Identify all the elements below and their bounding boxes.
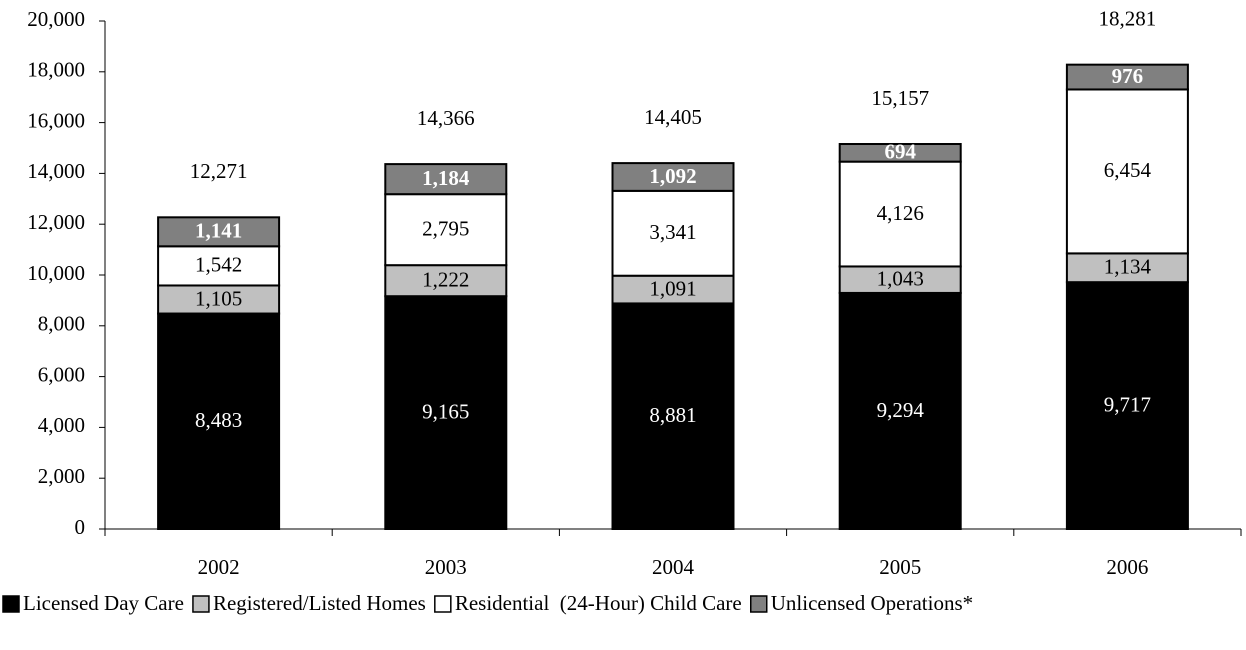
legend-label: Licensed Day Care	[23, 591, 184, 615]
value-label: 8,881	[649, 403, 696, 427]
value-label: 694	[884, 140, 916, 164]
legend-label: Unlicensed Operations*	[771, 591, 973, 615]
y-tick-label: 8,000	[38, 312, 85, 336]
bar-segment	[838, 291, 962, 530]
value-label: 1,092	[649, 164, 696, 188]
value-label: 4,126	[877, 201, 924, 225]
value-label: 1,222	[422, 268, 469, 292]
bar-segment	[1065, 281, 1189, 530]
y-tick-label: 2,000	[38, 464, 85, 488]
total-label: 18,281	[1099, 6, 1157, 30]
legend-swatch	[750, 595, 768, 613]
value-label: 9,165	[422, 399, 469, 423]
bar-segment	[838, 160, 962, 268]
bar-segment	[611, 162, 735, 192]
total-label: 14,405	[644, 105, 702, 129]
value-label: 2,795	[422, 216, 469, 240]
legend-label: Registered/Listed Homes	[213, 591, 426, 615]
value-label: 1,542	[195, 253, 242, 277]
bar-segment	[157, 284, 281, 315]
total-label: 15,157	[871, 86, 929, 110]
bar-segment	[157, 216, 281, 248]
y-tick-label: 16,000	[27, 108, 85, 132]
value-label: 1,091	[649, 276, 696, 300]
value-label: 1,141	[195, 219, 242, 243]
y-tick-label: 20,000	[27, 7, 85, 31]
y-tick-label: 4,000	[38, 413, 85, 437]
y-tick-label: 6,000	[38, 362, 85, 386]
bar-segment	[384, 295, 508, 531]
x-tick-label: 2003	[425, 555, 467, 579]
legend-swatch	[192, 595, 210, 613]
legend-swatch	[2, 595, 20, 613]
y-tick-label: 14,000	[27, 159, 85, 183]
legend-label: Residential (24-Hour) Child Care	[455, 591, 742, 615]
bar-segment	[1065, 88, 1189, 255]
x-tick-label: 2006	[1106, 555, 1148, 579]
total-label: 12,271	[190, 159, 248, 183]
y-tick-label: 12,000	[27, 210, 85, 234]
bar-segment	[1065, 63, 1189, 91]
value-label: 1,105	[195, 286, 242, 310]
value-label: 9,294	[877, 398, 925, 422]
x-tick-label: 2002	[198, 555, 240, 579]
value-label: 1,134	[1104, 255, 1152, 279]
total-label: 14,366	[417, 106, 475, 130]
x-tick-label: 2004	[652, 555, 695, 579]
bar-segment	[157, 312, 281, 530]
bar-segment	[157, 245, 281, 287]
bar-segment	[611, 302, 735, 530]
bar-segment	[1065, 252, 1189, 284]
value-label: 8,483	[195, 408, 242, 432]
value-label: 3,341	[649, 220, 696, 244]
y-tick-label: 10,000	[27, 261, 85, 285]
value-label: 976	[1112, 64, 1144, 88]
legend-swatch	[434, 595, 452, 613]
value-label: 1,043	[877, 266, 924, 290]
value-label: 9,717	[1104, 392, 1151, 416]
value-label: 1,184	[422, 166, 470, 190]
y-tick-label: 18,000	[27, 58, 85, 82]
bar-segment	[611, 274, 735, 305]
y-tick-label: 0	[75, 515, 86, 539]
value-label: 6,454	[1104, 158, 1152, 182]
bar-segment	[838, 143, 962, 163]
bar-segment	[384, 163, 508, 196]
x-tick-label: 2005	[879, 555, 921, 579]
bar-segment	[611, 189, 735, 277]
